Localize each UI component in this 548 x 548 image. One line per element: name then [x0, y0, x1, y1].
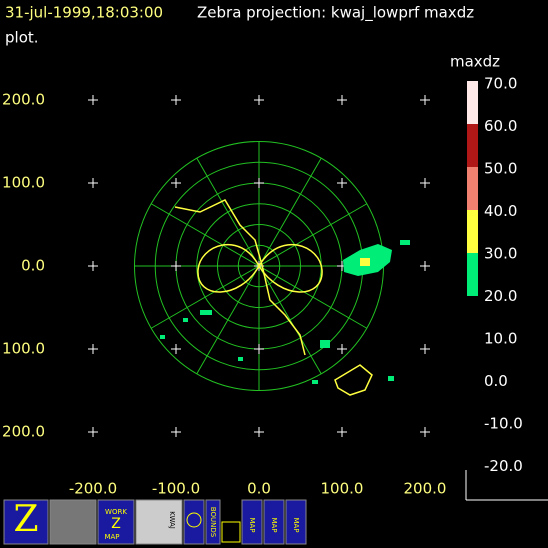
cross [337, 178, 347, 188]
colorbar-label: 0.0 [484, 372, 508, 390]
colorbar-title: maxdz [450, 53, 500, 71]
cross [420, 261, 430, 271]
cross [254, 178, 264, 188]
colorbar-label: 60.0 [484, 117, 517, 135]
cross [171, 344, 181, 354]
map-icon[interactable] [263, 499, 285, 545]
icon-text: MAP [292, 517, 300, 532]
icon-text: MAP [270, 517, 278, 532]
cross [171, 261, 181, 271]
rings-glyph [186, 512, 202, 528]
work-map-icon[interactable] [97, 499, 135, 545]
icon-text: BOUNDS [209, 507, 217, 538]
y-tick-label: 200.0 [2, 423, 45, 441]
colorbar-label: -10.0 [484, 415, 523, 433]
map-icon[interactable] [241, 499, 263, 545]
cross [254, 95, 264, 105]
icon-text: Z [111, 516, 121, 532]
cross [337, 95, 347, 105]
x-tick-label: -200.0 [69, 480, 117, 498]
cross [337, 344, 347, 354]
y-tick-label: 200.0 [2, 91, 45, 109]
title: Zebra projection: kwaj_lowprf maxdz [197, 4, 474, 23]
figure-eight [197, 243, 323, 293]
colorbar: 70.0 60.0 50.0 40.0 30.0 20.0 10.0 0.0 -10.0 -20.… [467, 75, 523, 475]
icon-text: WORK [105, 508, 127, 516]
y-tick-label: 100.0 [2, 174, 45, 192]
toolbar: Z WORK Z MAP KWAJ BOUNDS MAP MAP MAP [3, 499, 307, 545]
cross [88, 178, 98, 188]
cross [88, 95, 98, 105]
icon-text: KWAJ [168, 511, 176, 529]
colorbar-label: 70.0 [484, 75, 517, 93]
cross [254, 427, 264, 437]
echo [320, 340, 330, 348]
cross [420, 427, 430, 437]
zebra-z: Z [13, 499, 38, 540]
map-icon[interactable] [285, 499, 307, 545]
cross [420, 95, 430, 105]
echo [160, 335, 165, 339]
y-tick-label: 0.0 [21, 257, 45, 275]
cross [88, 344, 98, 354]
coast [174, 199, 373, 396]
colorbar-label: 10.0 [484, 330, 517, 348]
color-swatch [467, 167, 478, 210]
time-label: 31-jul-1999,18:03:00 [5, 4, 163, 22]
bounds-icon[interactable] [205, 499, 221, 545]
x-tick-label: -100.0 [152, 480, 200, 498]
cross [88, 427, 98, 437]
cross [254, 344, 264, 354]
echo [388, 376, 394, 381]
icon-text: MAP [104, 533, 119, 541]
coastline [174, 199, 306, 356]
echo [200, 310, 212, 315]
cross [171, 427, 181, 437]
colorbar-label: 50.0 [484, 160, 517, 178]
echo [183, 318, 188, 322]
color-swatch [467, 253, 478, 296]
colorbar-label: -20.0 [484, 457, 523, 475]
echo [238, 357, 243, 361]
y-tick-label: 100.0 [2, 340, 45, 358]
echo-core [360, 258, 370, 266]
grid-icon[interactable] [221, 521, 241, 543]
cross [420, 344, 430, 354]
x-tick-label: 100.0 [321, 480, 364, 498]
echoes [160, 240, 410, 384]
x-tick-label: 200.0 [404, 480, 447, 498]
colorbar-label: 30.0 [484, 245, 517, 263]
cross [88, 261, 98, 271]
colorbar-label: 20.0 [484, 287, 517, 305]
x-tick-label: 0.0 [247, 480, 271, 498]
cross [420, 178, 430, 188]
zebra-icon[interactable] [3, 499, 49, 545]
echo [400, 240, 410, 245]
color-swatch [467, 124, 478, 167]
title-cont: plot. [5, 29, 39, 47]
rings-icon[interactable] [183, 499, 205, 545]
color-swatch [467, 210, 478, 253]
cross [171, 178, 181, 188]
kwaj-icon[interactable] [135, 499, 183, 545]
image-icon[interactable] [49, 499, 97, 545]
cross [171, 95, 181, 105]
colorbar-label: 40.0 [484, 202, 517, 220]
echo [312, 380, 318, 384]
island [334, 364, 373, 396]
cross [337, 427, 347, 437]
color-swatch [467, 81, 478, 124]
icon-text: MAP [248, 517, 256, 532]
